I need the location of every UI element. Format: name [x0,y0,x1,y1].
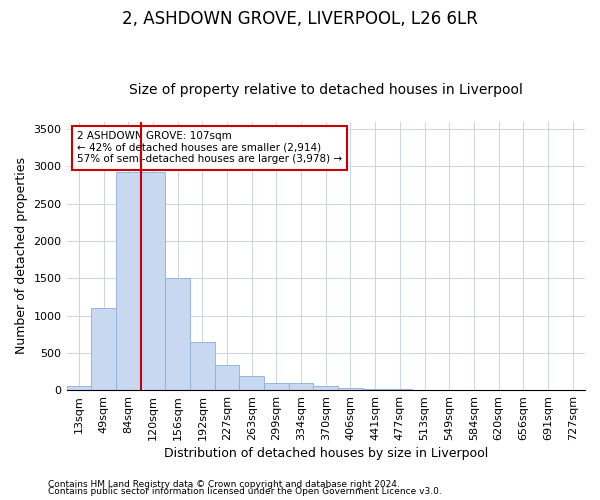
Title: Size of property relative to detached houses in Liverpool: Size of property relative to detached ho… [129,83,523,97]
Bar [363,388,388,390]
Text: Contains public sector information licensed under the Open Government Licence v3: Contains public sector information licen… [48,487,442,496]
Text: 2 ASHDOWN GROVE: 107sqm
← 42% of detached houses are smaller (2,914)
57% of semi: 2 ASHDOWN GROVE: 107sqm ← 42% of detache… [77,131,342,164]
Bar [338,388,363,390]
Text: Contains HM Land Registry data © Crown copyright and database right 2024.: Contains HM Land Registry data © Crown c… [48,480,400,489]
Bar [190,342,215,390]
Bar [165,278,190,390]
Bar [215,365,239,390]
Bar [67,386,91,390]
Bar [91,308,116,390]
Text: 2, ASHDOWN GROVE, LIVERPOOL, L26 6LR: 2, ASHDOWN GROVE, LIVERPOOL, L26 6LR [122,10,478,28]
Bar [239,376,264,390]
Bar [264,382,289,390]
Y-axis label: Number of detached properties: Number of detached properties [15,158,28,354]
Bar [140,172,165,390]
Bar [289,384,313,390]
X-axis label: Distribution of detached houses by size in Liverpool: Distribution of detached houses by size … [164,447,488,460]
Bar [313,386,338,390]
Bar [116,172,140,390]
